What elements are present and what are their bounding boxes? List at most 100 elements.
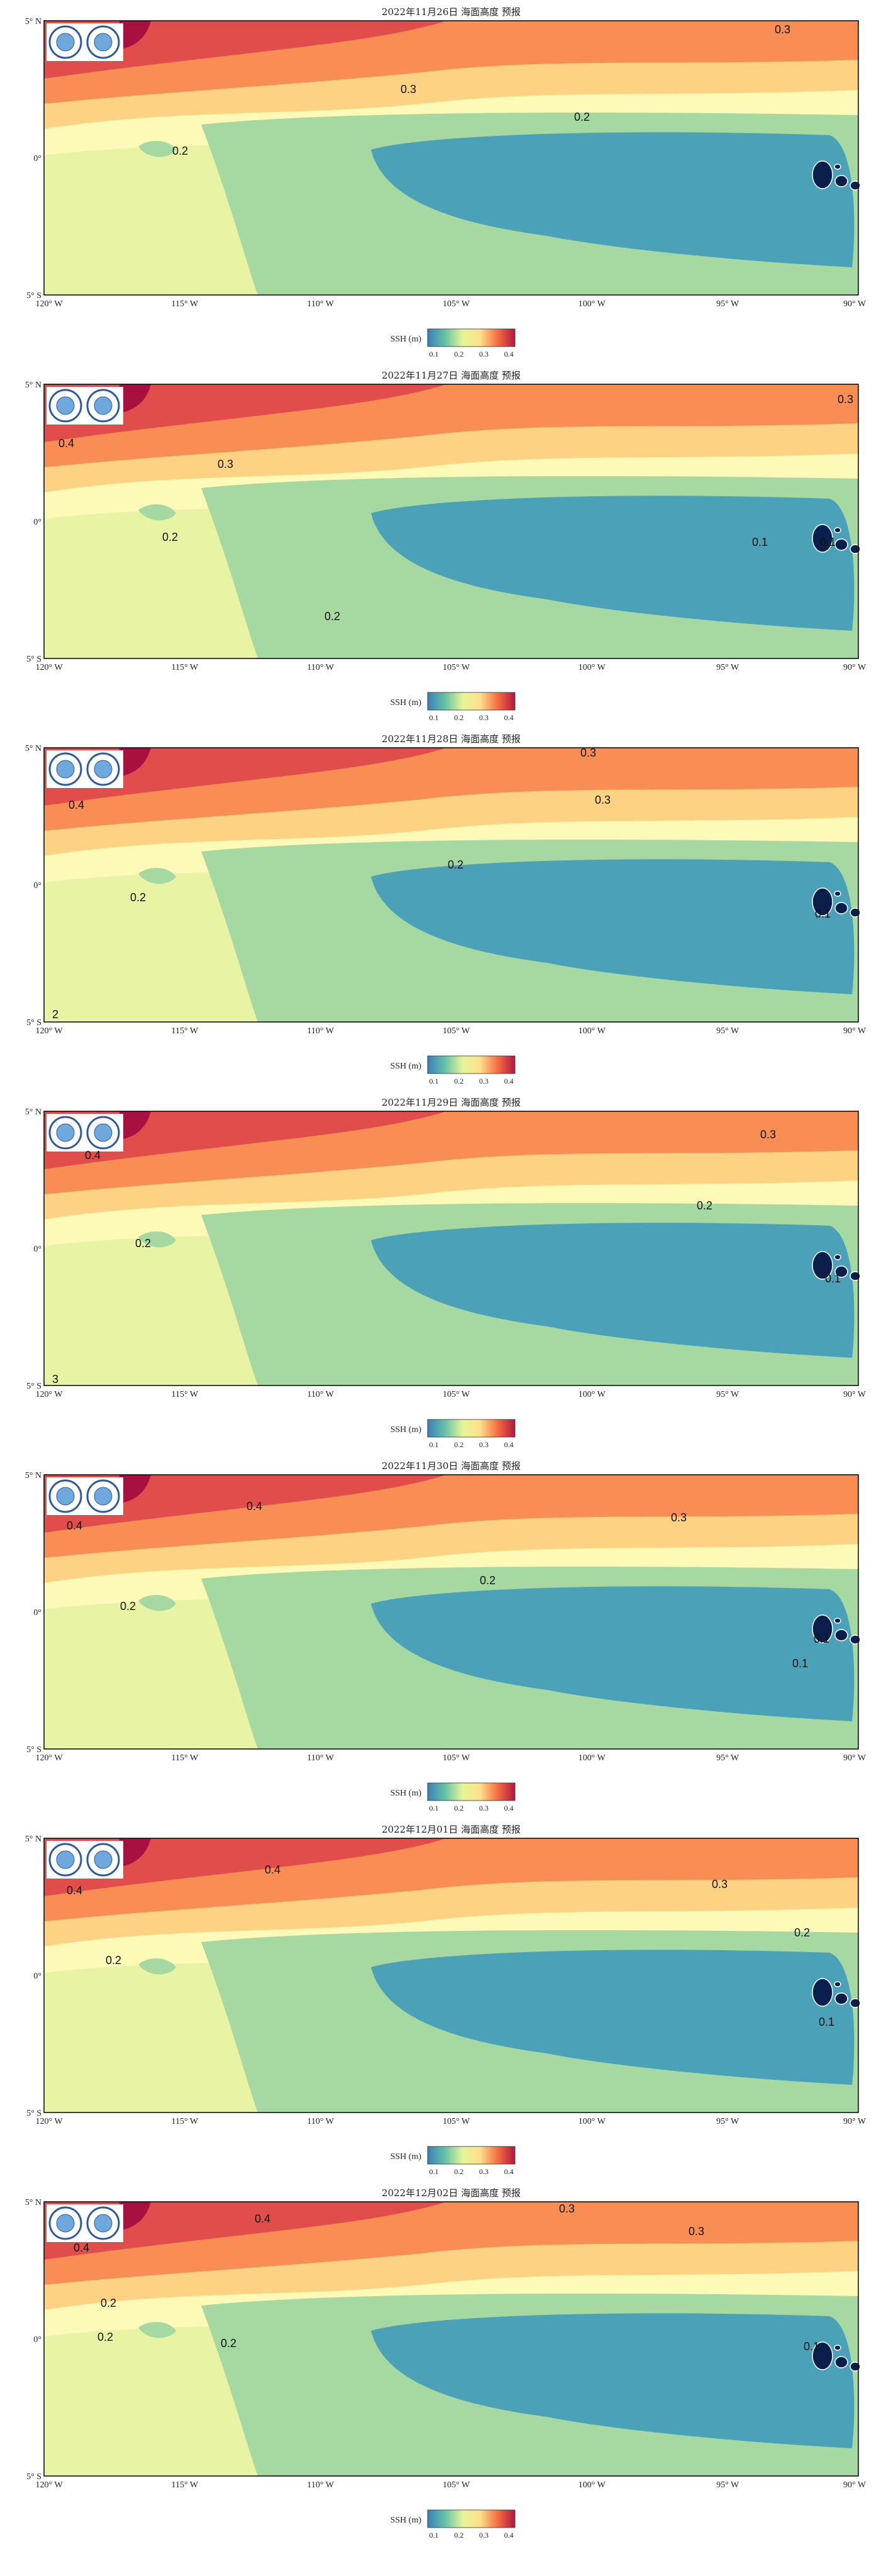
lon-tick-label: 120° W <box>35 1753 63 1763</box>
lon-tick-label: 105° W <box>443 2480 470 2490</box>
colorbar-tick-label: 0.1 <box>429 713 439 722</box>
ssh-contour-region <box>44 1111 446 1169</box>
colorbar-tick-label: 0.4 <box>504 2531 514 2540</box>
contour-label: 0.2 <box>135 1237 151 1250</box>
lat-tick-label: 5° S <box>26 1018 42 1028</box>
lon-tick-label: 90° W <box>843 299 867 309</box>
ssh-contour-region <box>44 2202 446 2260</box>
colorbar-tick-label: 0.1 <box>429 1077 439 1085</box>
contour-label: 0.4 <box>74 2241 89 2254</box>
logo-inner <box>56 396 75 415</box>
lon-tick-label: 90° W <box>843 1026 867 1036</box>
panel-title: 2022年11月28日 海面高度 预报 <box>382 733 521 745</box>
logo-inner <box>94 396 113 415</box>
lat-tick-label: 0° <box>33 1972 42 1981</box>
contour-label: 0.1 <box>820 536 836 548</box>
contour-label: 0.3 <box>218 458 233 470</box>
colorbar-tick-label: 0.2 <box>454 1077 463 1085</box>
island <box>834 538 848 551</box>
colorbar-tick-label: 0.4 <box>504 1804 514 1813</box>
lon-tick-label: 105° W <box>443 663 470 672</box>
contour-label: 0.4 <box>85 1149 101 1162</box>
lon-tick-label: 105° W <box>443 1390 470 1399</box>
lon-tick-label: 100° W <box>579 2480 606 2490</box>
ssh-contour-region <box>44 384 446 442</box>
ssh-contour-region <box>44 1475 446 1533</box>
contour-label: 0.2 <box>101 2297 116 2309</box>
map-field: 0.3 0.4 0.3 0.2 0.1 0.1 0.2 <box>43 384 861 659</box>
lat-tick-label: 0° <box>33 1245 42 1254</box>
ssh-contour-region <box>138 504 176 521</box>
contour-label: 0.3 <box>559 2202 575 2215</box>
colorbar-label: SSH (m) <box>390 1062 422 1071</box>
panel-title: 2022年11月26日 海面高度 预报 <box>382 6 521 18</box>
contour-label: 0.1 <box>804 2340 819 2353</box>
colorbar-label: SSH (m) <box>390 335 422 344</box>
map-panel: 2022年11月29日 海面高度 预报 0.4 0.3 0.2 0.2 0.1 3 120° … <box>25 1097 867 1449</box>
logo-inner <box>56 2214 75 2233</box>
colorbar-tick-label: 0.4 <box>504 1077 514 1085</box>
ssh-contour-region <box>118 1475 151 1504</box>
lat-tick-label: 0° <box>33 881 42 891</box>
lon-tick-label: 110° W <box>307 2117 334 2126</box>
contour-label: 0.3 <box>595 794 611 806</box>
contour-label: 0.3 <box>580 747 596 759</box>
lon-tick-label: 95° W <box>716 2480 739 2490</box>
map-frame <box>43 20 859 296</box>
map-frame <box>43 2201 859 2477</box>
lon-tick-label: 110° W <box>307 2480 334 2490</box>
lat-tick-label: 0° <box>33 1608 42 1618</box>
lon-tick-label: 100° W <box>579 2117 606 2126</box>
island <box>834 1254 841 1260</box>
contour-label: 0.3 <box>689 2225 704 2238</box>
contour-label: 0.4 <box>67 1519 82 1532</box>
lat-tick-label: 5° S <box>26 2472 42 2482</box>
colorbar <box>427 1055 516 1074</box>
island <box>834 164 841 170</box>
contour-label: 0.2 <box>574 111 590 123</box>
panel-title: 2022年12月01日 海面高度 预报 <box>382 1824 521 1835</box>
logo-inner <box>94 33 113 52</box>
lon-tick-label: 110° W <box>307 1390 334 1399</box>
lon-tick-label: 115° W <box>172 1753 199 1763</box>
contour-label: 0.2 <box>794 1926 810 1939</box>
lon-tick-label: 115° W <box>172 663 199 672</box>
colorbar-label: SSH (m) <box>390 1425 422 1435</box>
colorbar-tick-label: 0.1 <box>429 1804 439 1813</box>
island <box>850 908 861 918</box>
colorbar-tick-label: 0.3 <box>479 713 489 722</box>
lat-tick-label: 5° S <box>26 291 42 301</box>
contour-label: 0.1 <box>819 2016 834 2028</box>
lon-tick-label: 120° W <box>35 1026 63 1036</box>
colorbar-tick-label: 0.2 <box>454 713 463 722</box>
lat-tick-label: 5° N <box>25 1108 42 1117</box>
lon-tick-label: 95° W <box>716 1390 739 1399</box>
colorbar-tick-label: 0.2 <box>454 2167 463 2176</box>
lon-tick-label: 115° W <box>172 2480 199 2490</box>
contour-label: 0.4 <box>67 1884 82 1897</box>
lon-tick-label: 110° W <box>307 663 334 672</box>
contour-label: 0.1 <box>752 536 768 548</box>
map-panel: 2022年12月02日 海面高度 预报 0.3 0.3 0.4 0.4 0.2 0.2 0.2… <box>25 2187 867 2540</box>
lon-tick-label: 95° W <box>716 1753 739 1763</box>
contour-label: 0.2 <box>697 1199 712 1212</box>
island <box>834 1618 841 1624</box>
lon-tick-label: 120° W <box>35 2480 63 2490</box>
contour-label: 0.3 <box>838 393 853 406</box>
logo-inner <box>56 760 75 779</box>
lon-tick-label: 95° W <box>716 1026 739 1036</box>
colorbar-tick-label: 0.2 <box>454 2531 463 2540</box>
ssh-contour-region <box>138 867 176 884</box>
ssh-contour-region <box>371 1586 855 1721</box>
lat-tick-label: 5° N <box>25 1835 42 1844</box>
map-frame <box>43 747 859 1023</box>
island <box>850 1271 861 1281</box>
map-frame <box>43 1838 859 2113</box>
lon-tick-label: 100° W <box>579 299 606 309</box>
map-panel: 2022年12月01日 海面高度 预报 0.4 0.4 0.3 0.2 0.2 0.1 120… <box>25 1824 867 2176</box>
map-field: 0.3 0.3 0.2 0.2 <box>43 20 861 296</box>
contour-label: 0.4 <box>255 2212 270 2225</box>
lon-tick-label: 120° W <box>35 2117 63 2126</box>
colorbar-tick-label: 0.2 <box>454 1804 463 1813</box>
